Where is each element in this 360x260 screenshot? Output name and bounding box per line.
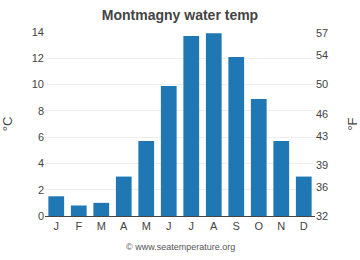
- svg-text:°C: °C: [0, 117, 15, 132]
- svg-text:J: J: [166, 220, 172, 232]
- svg-text:M: M: [97, 220, 106, 232]
- svg-text:S: S: [233, 220, 240, 232]
- svg-text:4: 4: [38, 157, 44, 169]
- svg-text:A: A: [210, 220, 218, 232]
- svg-text:J: J: [189, 220, 195, 232]
- svg-text:12: 12: [32, 52, 44, 64]
- svg-text:J: J: [54, 220, 60, 232]
- svg-text:50: 50: [316, 78, 328, 90]
- svg-text:32: 32: [316, 210, 328, 222]
- svg-text:D: D: [300, 220, 308, 232]
- svg-text:© www.seatemperature.org: © www.seatemperature.org: [126, 242, 235, 252]
- svg-text:M: M: [142, 220, 151, 232]
- svg-text:43: 43: [316, 130, 328, 142]
- svg-text:Montmagny water temp: Montmagny water temp: [102, 7, 258, 23]
- svg-text:57: 57: [316, 27, 328, 39]
- svg-text:39: 39: [316, 159, 328, 171]
- svg-text:14: 14: [32, 26, 44, 38]
- svg-text:0: 0: [38, 210, 44, 222]
- svg-text:8: 8: [38, 105, 44, 117]
- svg-text:46: 46: [316, 108, 328, 120]
- svg-text:36: 36: [316, 181, 328, 193]
- svg-text:O: O: [254, 220, 263, 232]
- svg-text:54: 54: [316, 49, 328, 61]
- svg-text:N: N: [277, 220, 285, 232]
- svg-text:A: A: [120, 220, 128, 232]
- svg-text:10: 10: [32, 78, 44, 90]
- svg-text:°F: °F: [345, 117, 360, 130]
- svg-text:6: 6: [38, 131, 44, 143]
- svg-text:F: F: [75, 220, 82, 232]
- svg-text:2: 2: [38, 184, 44, 196]
